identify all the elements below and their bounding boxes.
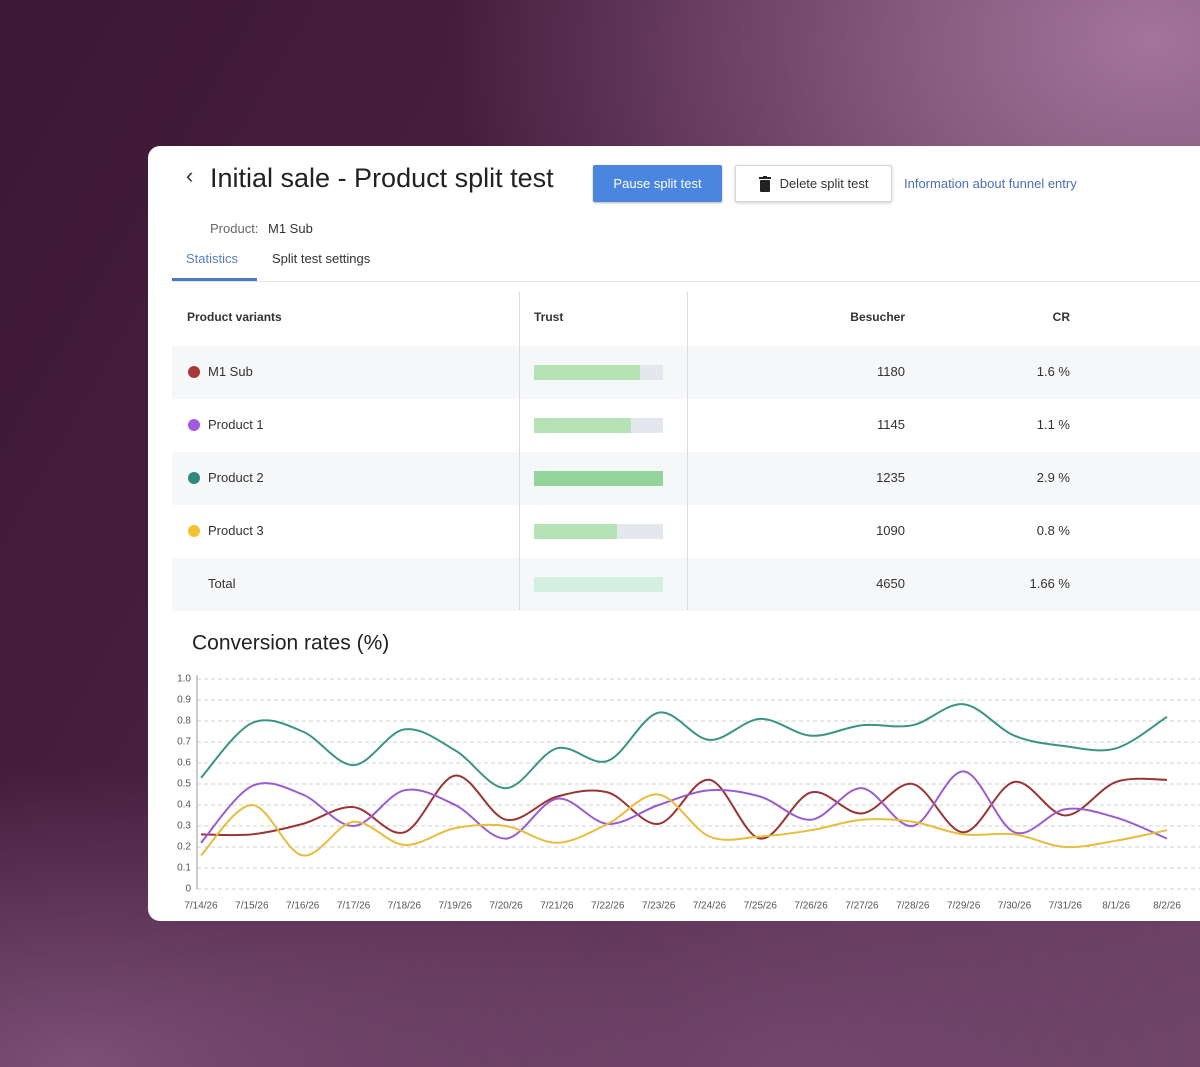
y-tick-label: 0.1 <box>177 863 191 874</box>
x-tick-label: 8/1/26 <box>1102 901 1130 912</box>
x-tick-label: 7/21/26 <box>540 901 574 912</box>
table-row <box>172 452 1200 505</box>
table-row <box>172 399 1200 452</box>
y-tick-label: 0.9 <box>177 695 191 706</box>
y-tick-label: 0 <box>185 884 191 895</box>
x-tick-label: 7/23/26 <box>642 901 676 912</box>
x-tick-label: 7/22/26 <box>591 901 625 912</box>
delete-button[interactable]: Delete split test <box>735 165 892 202</box>
x-tick-label: 7/16/26 <box>286 901 320 912</box>
conversion-chart: Conversion rates (%) 0 0.1 0.2 0.3 0.4 0.5 0.6… <box>177 632 1200 912</box>
y-tick-label: 0.2 <box>177 842 191 853</box>
cr: 0.8 % <box>1036 523 1070 538</box>
back-chevron[interactable]: ‹ <box>186 163 194 188</box>
cr: 1.66 % <box>1029 576 1070 591</box>
product-value: M1 Sub <box>268 221 313 236</box>
variant-name: Product 3 <box>208 523 264 538</box>
y-tick-label: 0.5 <box>177 779 191 790</box>
x-tick-label: 7/31/26 <box>1049 901 1083 912</box>
series-line <box>200 774 1168 840</box>
visitors: 1145 <box>877 417 905 432</box>
variant-dot <box>188 525 200 537</box>
variants-table: Product variants Trust Besucher CR M1 Sub 118… <box>172 292 1200 611</box>
pause-button[interactable]: Pause split test <box>593 165 722 202</box>
column-divider <box>519 292 520 610</box>
y-tick-label: 0.6 <box>177 758 191 769</box>
product-label: Product: <box>210 221 259 236</box>
trust-bar <box>534 577 663 592</box>
x-tick-label: 7/14/26 <box>184 901 218 912</box>
y-tick-label: 0.7 <box>177 737 191 748</box>
page-title: Initial sale - Product split test <box>210 163 554 193</box>
trust-bar <box>534 418 631 433</box>
y-tick-label: 0.3 <box>177 821 191 832</box>
visitors: 4650 <box>876 576 905 591</box>
tab-settings[interactable]: Split test settings <box>272 251 371 266</box>
chart-title: Conversion rates (%) <box>192 632 389 655</box>
y-tick-label: 0.4 <box>177 800 191 811</box>
x-tick-label: 7/18/26 <box>388 901 422 912</box>
visitors: 1090 <box>876 523 905 538</box>
variant-dot <box>188 472 200 484</box>
tab-divider <box>172 281 1200 282</box>
column-header: Besucher <box>850 310 905 324</box>
table-row <box>172 346 1200 399</box>
variant-name: Product 1 <box>208 417 264 432</box>
trust-bar <box>534 365 640 380</box>
variant-name: Product 2 <box>208 470 264 485</box>
series-line <box>200 703 1168 790</box>
x-tick-label: 7/25/26 <box>744 901 778 912</box>
y-tick-label: 1.0 <box>177 674 191 685</box>
variant-dot <box>188 419 200 431</box>
tab-statistics[interactable]: Statistics <box>186 251 239 266</box>
cr: 2.9 % <box>1036 470 1070 485</box>
x-tick-label: 7/30/26 <box>998 901 1032 912</box>
y-tick-label: 0.8 <box>177 716 191 727</box>
x-tick-label: 7/28/26 <box>896 901 930 912</box>
variant-name: M1 Sub <box>208 364 253 379</box>
column-divider <box>687 292 688 610</box>
variant-dot <box>188 366 200 378</box>
info-link[interactable]: Information about funnel entry <box>904 176 1077 191</box>
tab-underline <box>172 278 257 281</box>
x-tick-label: 7/26/26 <box>794 901 828 912</box>
series-line <box>200 770 1168 844</box>
visitors: 1180 <box>877 364 905 379</box>
series-line <box>200 793 1168 857</box>
delete-label: Delete split test <box>779 176 869 191</box>
x-tick-label: 7/19/26 <box>439 901 473 912</box>
x-tick-label: 8/2/26 <box>1153 901 1181 912</box>
table-row <box>172 558 1200 611</box>
x-tick-label: 7/27/26 <box>845 901 879 912</box>
visitors: 1235 <box>876 470 905 485</box>
pause-label: Pause split test <box>613 176 702 191</box>
table-row <box>172 505 1200 558</box>
x-tick-label: 7/24/26 <box>693 901 727 912</box>
trash-icon <box>758 175 771 192</box>
trust-bar <box>534 471 663 486</box>
x-tick-label: 7/20/26 <box>489 901 523 912</box>
trust-bar <box>534 524 617 539</box>
column-header: CR <box>1052 310 1070 324</box>
x-tick-label: 7/29/26 <box>947 901 981 912</box>
x-tick-label: 7/17/26 <box>337 901 371 912</box>
column-header: Product variants <box>187 310 282 324</box>
column-header: Trust <box>534 310 564 324</box>
x-tick-label: 7/15/26 <box>235 901 269 912</box>
cr: 1.6 % <box>1036 364 1070 379</box>
variant-name: Total <box>208 576 236 591</box>
cr: 1.1 % <box>1036 417 1070 432</box>
